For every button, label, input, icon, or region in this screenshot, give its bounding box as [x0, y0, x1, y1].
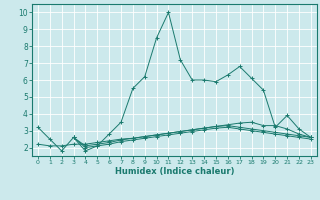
X-axis label: Humidex (Indice chaleur): Humidex (Indice chaleur)	[115, 167, 234, 176]
